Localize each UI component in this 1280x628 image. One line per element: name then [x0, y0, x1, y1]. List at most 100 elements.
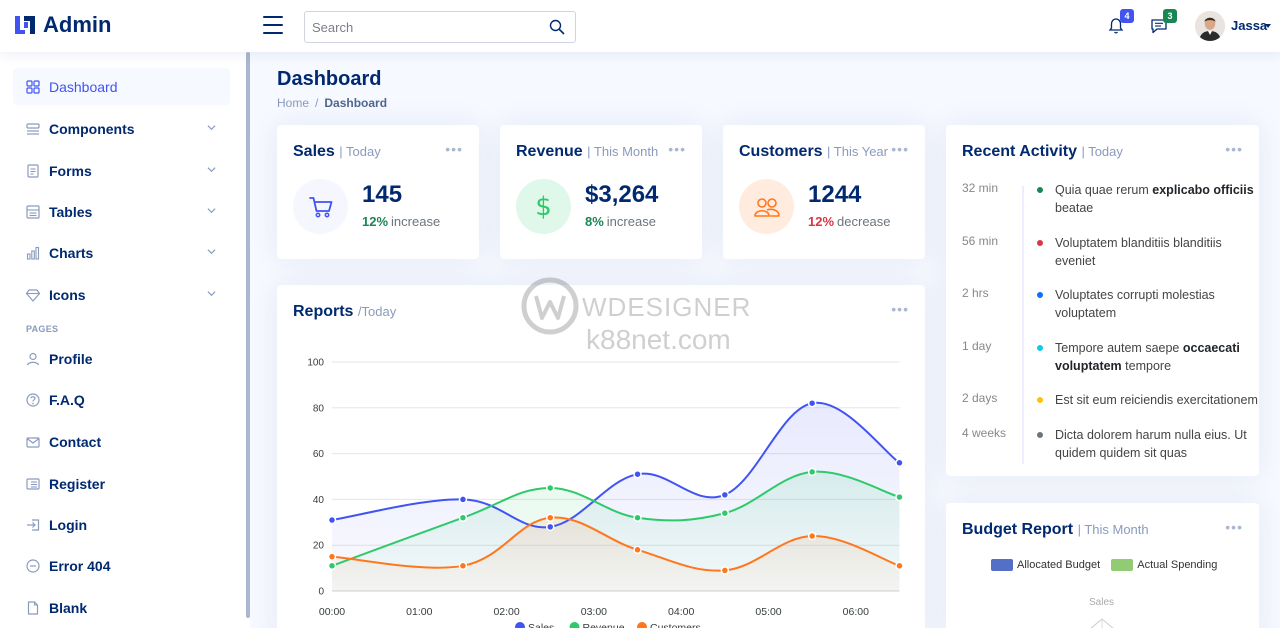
sidebar-item-forms[interactable]: Forms [13, 152, 230, 189]
more-options-icon[interactable]: ••• [891, 301, 909, 317]
more-options-icon[interactable]: ••• [1225, 519, 1243, 535]
card-title: Budget Report | This Month [962, 521, 1149, 539]
sidebar-item-login[interactable]: Login [13, 506, 230, 543]
activity-timeline-line [1022, 186, 1024, 464]
sidebar-item-label: Components [49, 120, 135, 137]
data-point-customers [546, 513, 555, 522]
messages-button[interactable]: 3 [1150, 9, 1177, 35]
sales-card: Sales | Today ••• 145 12% increase [277, 125, 479, 259]
search-input[interactable] [305, 12, 545, 42]
data-point-revenue [546, 483, 555, 493]
legend-label: Actual Spending [1137, 559, 1218, 571]
card-title-text: Revenue [516, 143, 583, 160]
activity-text: Tempore autem saepe occaecati voluptatem… [1055, 341, 1240, 373]
logo[interactable]: Admin [13, 12, 111, 38]
card-title-text: Recent Activity [962, 143, 1077, 160]
y-tick-label: 80 [313, 403, 325, 414]
envelope-icon [25, 434, 41, 450]
y-tick-label: 40 [313, 495, 325, 506]
file-icon [25, 600, 41, 616]
stat-percent: 8% [585, 214, 604, 229]
sidebar-item-label: Tables [49, 203, 93, 220]
sidebar-item-faq[interactable]: F.A.Q [13, 381, 230, 418]
sidebar-item-contact[interactable]: Contact [13, 423, 230, 460]
x-tick-label: 05:00 [755, 606, 781, 618]
legend-swatch [991, 559, 1013, 572]
sidebar-item-profile[interactable]: Profile [13, 340, 230, 377]
radar-chart-top [1090, 618, 1114, 628]
legend-marker [515, 622, 525, 628]
card-title: Reports /Today [293, 303, 396, 321]
legend-label: Revenue [583, 622, 625, 628]
caret-down-icon[interactable] [1265, 24, 1271, 28]
gem-icon [25, 287, 41, 303]
y-tick-label: 60 [313, 449, 325, 460]
chevron-down-icon [207, 249, 216, 255]
sidebar-item-label: Dashboard [49, 78, 118, 95]
sidebar-item-charts[interactable]: Charts [13, 234, 230, 271]
bar-chart-icon [25, 245, 41, 261]
more-options-icon[interactable]: ••• [668, 141, 686, 157]
chevron-down-icon [207, 291, 216, 297]
sidebar-scrollbar[interactable] [246, 52, 250, 618]
stat-trend-word: increase [606, 214, 656, 229]
data-point-customers [895, 561, 904, 571]
card-period: | Today [339, 144, 381, 159]
card-title: Sales | Today [293, 143, 381, 161]
reports-card: Reports /Today ••• 0 20 40 60 80 100 00:00 01:0… [277, 285, 925, 628]
search-icon[interactable] [549, 19, 565, 35]
legend-item-actual[interactable]: Actual Spending [1111, 559, 1218, 572]
breadcrumb-home-link[interactable]: Home [277, 96, 310, 110]
activity-text: Dicta dolorem harum nulla eius. Ut quide… [1055, 428, 1247, 460]
data-point-revenue [458, 513, 468, 522]
stat-change: 8% increase [585, 214, 656, 229]
y-tick-label: 100 [307, 358, 324, 369]
activity-dot-icon [1035, 290, 1045, 300]
grid-icon [25, 79, 41, 95]
data-point-sales [327, 515, 337, 525]
notifications-button[interactable]: 4 [1107, 9, 1134, 35]
card-period: | Today [1081, 144, 1123, 159]
breadcrumb-current: Dashboard [324, 96, 388, 110]
notifications-badge: 4 [1120, 9, 1134, 23]
sidebar-item-blank[interactable]: Blank [13, 589, 230, 626]
data-point-customers [720, 566, 730, 575]
x-tick-label: 00:00 [319, 606, 345, 618]
stat-trend-word: increase [391, 214, 441, 229]
sidebar-item-error-404[interactable]: Error 404 [13, 547, 230, 584]
activity-dot-icon [1035, 238, 1045, 248]
card-period: /Today [357, 304, 397, 319]
x-tick-label: 04:00 [668, 606, 694, 618]
card-title-text: Budget Report [962, 521, 1074, 538]
customers-card: Customers | This Year ••• 1244 12% decrea… [723, 125, 925, 259]
activity-time: 32 min [962, 181, 999, 195]
legend-swatch [1111, 559, 1134, 572]
hamburger-line [263, 32, 283, 34]
hamburger-line [263, 24, 283, 26]
more-options-icon[interactable]: ••• [891, 141, 909, 157]
sidebar-item-register[interactable]: Register [13, 465, 230, 502]
legend-item-allocated[interactable]: Allocated Budget [991, 559, 1100, 572]
hamburger-line [263, 16, 283, 18]
sidebar-item-tables[interactable]: Tables [13, 193, 230, 230]
sidebar-item-dashboard[interactable]: Dashboard [13, 68, 230, 105]
sidebar-item-label: F.A.Q [49, 391, 85, 408]
sidebar-item-components[interactable]: Components [13, 110, 230, 147]
journal-text-icon [25, 163, 41, 179]
more-options-icon[interactable]: ••• [1225, 141, 1243, 157]
user-name[interactable]: Jassa [1231, 18, 1268, 33]
data-point-customers [807, 531, 817, 541]
x-tick-label: 06:00 [843, 606, 869, 618]
activity-dot-icon [1035, 343, 1045, 353]
avatar[interactable] [1195, 11, 1225, 41]
data-point-revenue [720, 508, 730, 518]
more-options-icon[interactable]: ••• [445, 141, 463, 157]
people-icon [753, 197, 780, 217]
stat-percent: 12% [362, 214, 389, 229]
sidebar-item-icons[interactable]: Icons [13, 276, 230, 313]
data-point-sales [458, 495, 468, 504]
sidebar-toggle-button[interactable] [263, 16, 283, 34]
currency-icon-circle: $ [516, 179, 571, 234]
chevron-down-icon [207, 208, 216, 214]
data-point-revenue [807, 467, 817, 477]
